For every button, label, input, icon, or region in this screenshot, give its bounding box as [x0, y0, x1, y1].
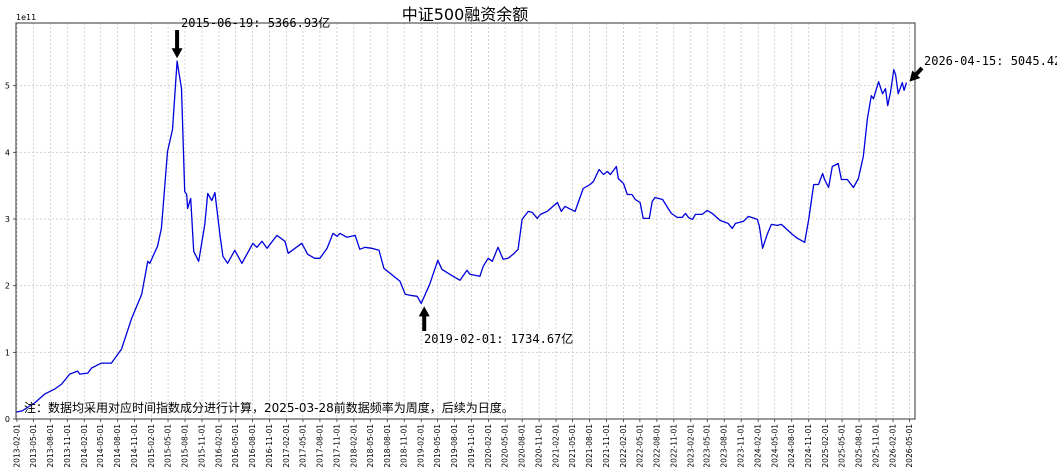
x-tick-label: 2025-08-01 [855, 424, 864, 468]
x-tick-label: 2015-11-01 [198, 424, 207, 468]
x-tick-label: 2016-11-01 [265, 424, 274, 468]
x-tick-label: 2025-11-01 [872, 424, 881, 468]
x-tick-label: 2021-11-01 [602, 424, 611, 468]
x-tick-label: 2025-05-01 [838, 424, 847, 468]
x-tick-label: 2024-02-01 [754, 424, 763, 468]
x-tick-label: 2018-05-01 [366, 424, 375, 468]
x-tick-label: 2020-11-01 [535, 424, 544, 468]
x-tick-label: 2019-05-01 [433, 424, 442, 468]
arrow-up-icon [418, 306, 430, 331]
chart-note: 注：数据均采用对应时间指数成分进行计算，2025-03-28前数据频率为周度，后… [24, 400, 514, 415]
x-tick-label: 2015-02-01 [147, 424, 156, 468]
grid [16, 23, 915, 420]
y-axis: 0 1 2 3 4 5 [5, 82, 16, 424]
x-tick-label: 2016-02-01 [214, 424, 223, 468]
x-tick-label: 2017-08-01 [315, 424, 324, 468]
x-tick-label: 2026-02-01 [889, 424, 898, 468]
x-tick-label: 2014-08-01 [113, 424, 122, 468]
y-tick-label: 1 [5, 348, 10, 357]
annotations: 2015-06-19: 5366.93亿 2019-02-01: 1734.67… [171, 15, 1057, 346]
x-tick-label: 2023-08-01 [720, 424, 729, 468]
x-tick-label: 2018-02-01 [349, 424, 358, 468]
x-tick-label: 2020-02-01 [484, 424, 493, 468]
arrow-down-left-icon [909, 66, 924, 82]
x-tick-label: 2021-08-01 [585, 424, 594, 468]
x-tick-label: 2021-05-01 [568, 424, 577, 468]
arrow-down-icon [171, 30, 183, 59]
x-tick-label: 2017-11-01 [332, 424, 341, 468]
series-layer [15, 60, 908, 413]
x-tick-label: 2023-02-01 [686, 424, 695, 468]
x-tick-label: 2024-05-01 [770, 424, 779, 468]
x-tick-label: 2013-05-01 [29, 424, 38, 468]
annotation-latest-label: 2026-04-15: 5045.42亿 [924, 53, 1057, 68]
x-tick-label: 2019-11-01 [467, 424, 476, 468]
y-tick-label: 0 [5, 415, 10, 424]
y-tick-label: 5 [5, 82, 10, 91]
x-tick-label: 2019-08-01 [450, 424, 459, 468]
x-tick-label: 2022-05-01 [635, 424, 644, 468]
x-tick-label: 2013-08-01 [46, 424, 55, 468]
chart-title: 中证500融资余额 [402, 5, 529, 24]
x-tick-label: 2014-02-01 [80, 424, 89, 468]
x-tick-label: 2020-08-01 [518, 424, 527, 468]
plot-frame [15, 22, 916, 420]
x-tick-label: 2020-05-01 [501, 424, 510, 468]
x-tick-label: 2017-05-01 [298, 424, 307, 468]
x-tick-label: 2022-02-01 [619, 424, 628, 468]
x-tick-label: 2015-05-01 [164, 424, 173, 468]
x-tick-label: 2022-11-01 [669, 424, 678, 468]
x-tick-label: 2016-08-01 [248, 424, 257, 468]
x-tick-label: 2018-11-01 [400, 424, 409, 468]
x-tick-label: 2018-08-01 [383, 424, 392, 468]
annotation-trough-label: 2019-02-01: 1734.67亿 [424, 331, 573, 346]
x-tick-label: 2024-08-01 [787, 424, 796, 468]
y-offset-label: 1e11 [16, 13, 36, 22]
x-tick-label: 2015-08-01 [181, 424, 190, 468]
x-tick-label: 2025-02-01 [821, 424, 830, 468]
x-axis: 2013-02-01 2013-05-01 2013-08-01 2013-11-01… [12, 419, 914, 468]
x-tick-label: 2017-02-01 [282, 424, 291, 468]
x-tick-label: 2026-05-01 [905, 424, 914, 468]
x-tick-label: 2023-05-01 [703, 424, 712, 468]
x-tick-label: 2014-11-01 [130, 424, 139, 468]
series-line [15, 60, 908, 413]
y-tick-label: 2 [5, 282, 10, 291]
x-tick-label: 2023-11-01 [737, 424, 746, 468]
x-tick-label: 2022-08-01 [652, 424, 661, 468]
annotation-peak-label: 2015-06-19: 5366.93亿 [181, 15, 330, 30]
y-tick-label: 3 [5, 215, 10, 224]
x-tick-label: 2024-11-01 [804, 424, 813, 468]
x-tick-label: 2013-02-01 [12, 424, 21, 468]
x-tick-label: 2019-02-01 [417, 424, 426, 468]
y-tick-label: 4 [5, 148, 10, 157]
x-tick-label: 2014-05-01 [96, 424, 105, 468]
x-tick-label: 2016-05-01 [231, 424, 240, 468]
x-tick-label: 2021-02-01 [552, 424, 561, 468]
x-tick-label: 2013-11-01 [63, 424, 72, 468]
